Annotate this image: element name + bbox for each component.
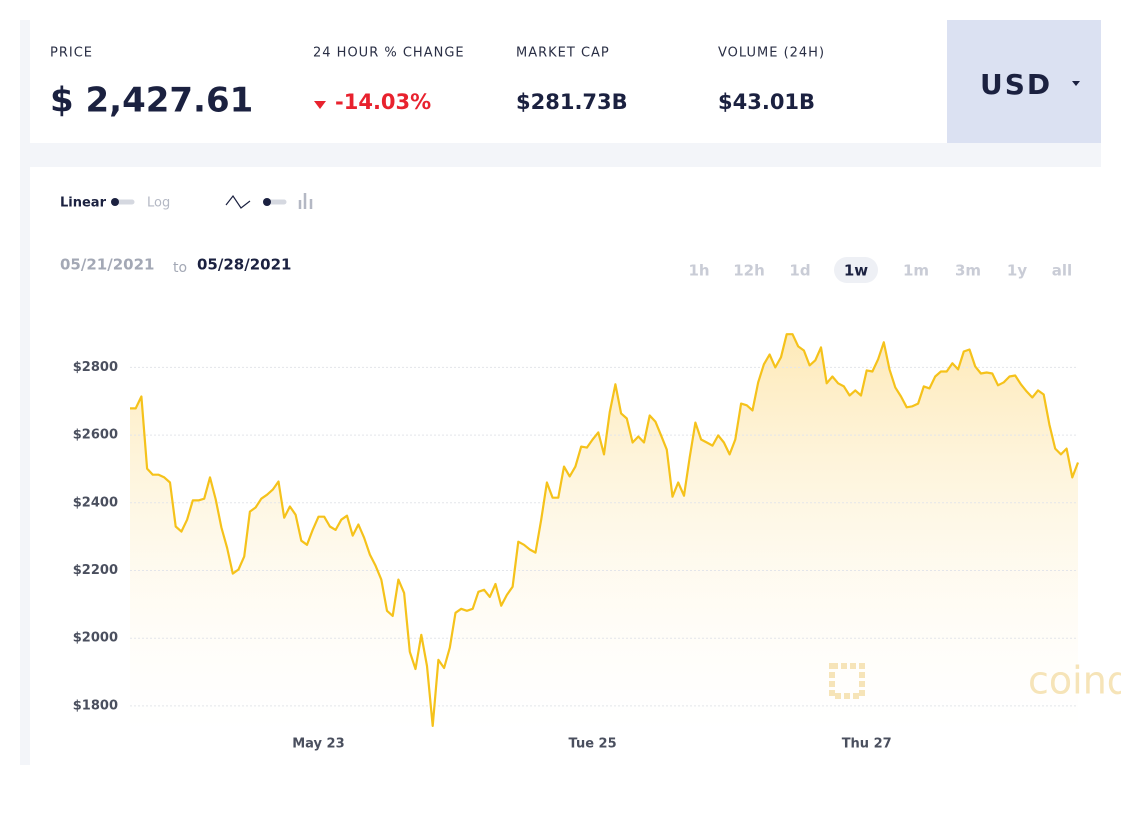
log-option[interactable]: Log: [147, 196, 170, 211]
y-tick-label: $2000: [73, 631, 118, 646]
change: -14.03%: [335, 90, 431, 114]
change-label: 24 HOUR % CHANGE: [313, 46, 465, 61]
line-icon[interactable]: [225, 194, 251, 209]
down-arrow: [314, 101, 326, 109]
range-button[interactable]: 3m: [955, 262, 981, 280]
y-tick-label: $2200: [73, 563, 118, 578]
range-button[interactable]: 1d: [789, 262, 810, 280]
range-button[interactable]: 1w: [844, 262, 868, 280]
range-button[interactable]: 1h: [688, 262, 709, 280]
range-button[interactable]: 12h: [733, 262, 765, 280]
range-button[interactable]: all: [1052, 262, 1072, 280]
volume-label: VOLUME (24H): [718, 46, 825, 61]
price: $ 2,427.61: [50, 81, 253, 121]
bar-icon[interactable]: [298, 193, 313, 209]
y-tick-label: $2600: [73, 428, 118, 443]
x-tick-label: Tue 25: [569, 737, 617, 752]
y-tick-label: $1800: [73, 698, 118, 713]
watermark-logo: [829, 663, 865, 699]
y-tick-label: $2400: [73, 495, 118, 510]
separator: [30, 143, 1101, 167]
x-tick-label: May 23: [292, 737, 344, 752]
volume: $43.01B: [718, 90, 815, 114]
currency[interactable]: USD: [980, 68, 1052, 101]
price-line: [130, 333, 1080, 727]
toggle-knob: [111, 198, 119, 206]
x-tick-label: Thu 27: [842, 737, 892, 752]
y-tick-label: $2800: [73, 360, 118, 375]
date-sep: to: [173, 260, 187, 276]
date-to: 05/28/2021: [197, 256, 291, 274]
range-button[interactable]: 1m: [903, 262, 929, 280]
caret: [1072, 81, 1080, 86]
date-from: 05/21/2021: [60, 256, 154, 274]
range-button[interactable]: 1y: [1007, 262, 1027, 280]
linear-option[interactable]: Linear: [60, 196, 107, 211]
toggle-knob: [263, 198, 271, 206]
range-active-bg[interactable]: [834, 257, 878, 283]
market-cap-label: MARKET CAP: [516, 46, 610, 61]
watermark: coindesk: [1028, 659, 1121, 703]
market-cap: $281.73B: [516, 90, 628, 114]
left-strip: [20, 20, 30, 765]
price-label: PRICE: [50, 46, 93, 61]
area: [130, 334, 1078, 733]
